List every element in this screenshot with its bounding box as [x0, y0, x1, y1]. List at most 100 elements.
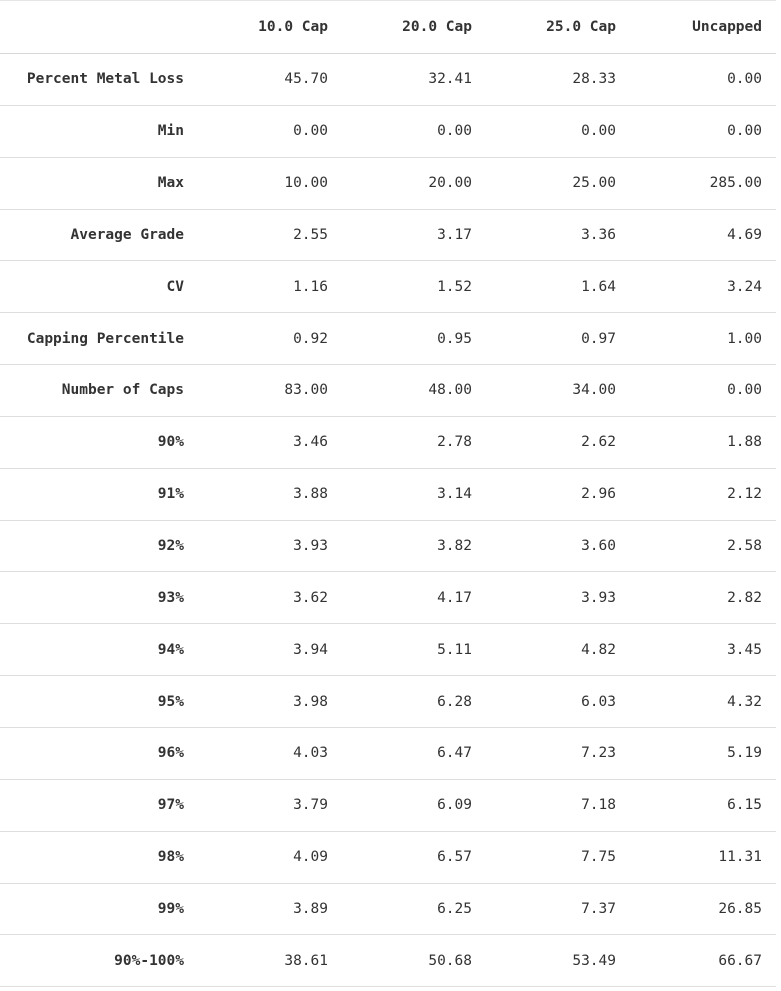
row-label: 96% [157, 745, 184, 762]
cell-25-cap: 7.23 [581, 745, 616, 762]
cell-10-cap: 4.03 [293, 745, 328, 762]
cell-20-cap: 3.82 [437, 538, 472, 555]
table-row: CV 1.16 1.52 1.64 3.24 [0, 261, 776, 313]
row-label: Max [157, 175, 184, 192]
table-row: 92% 3.93 3.82 3.60 2.58 [0, 520, 776, 572]
cell-25-cap: 3.60 [581, 538, 616, 555]
row-label: 93% [157, 589, 184, 606]
cell-20-cap: 5.11 [437, 641, 472, 658]
cell-uncapped: 26.85 [718, 900, 762, 917]
cell-10-cap: 0.92 [293, 330, 328, 347]
cell-uncapped: 1.00 [727, 330, 762, 347]
cell-20-cap: 6.25 [437, 900, 472, 917]
row-label: Capping Percentile [26, 330, 184, 347]
cell-20-cap: 20.00 [428, 175, 472, 192]
cell-25-cap: 4.82 [581, 641, 616, 658]
cell-25-cap: 7.75 [581, 849, 616, 866]
cell-uncapped: 5.19 [727, 745, 762, 762]
cell-10-cap: 4.09 [293, 849, 328, 866]
row-label: 95% [157, 693, 184, 710]
cell-10-cap: 3.79 [293, 797, 328, 814]
cell-uncapped: 1.88 [727, 434, 762, 451]
row-label: 90% [157, 434, 184, 451]
table-row: 96% 4.03 6.47 7.23 5.19 [0, 727, 776, 780]
table-row: Min 0.00 0.00 0.00 0.00 [0, 105, 776, 158]
cell-uncapped: 0.00 [727, 71, 762, 88]
column-header-uncapped: Uncapped [692, 19, 762, 35]
cell-10-cap: 3.94 [293, 641, 328, 658]
table-row: Average Grade 2.55 3.17 3.36 4.69 [0, 209, 776, 261]
cell-uncapped: 2.82 [727, 589, 762, 606]
corner-cell [0, 1, 194, 54]
cell-10-cap: 45.70 [284, 71, 328, 88]
row-label: Number of Caps [61, 382, 184, 399]
cell-uncapped: 0.00 [727, 382, 762, 399]
cell-10-cap: 3.46 [293, 434, 328, 451]
cell-10-cap: 0.00 [293, 123, 328, 140]
row-label: Percent Metal Loss [26, 71, 184, 88]
cell-10-cap: 83.00 [284, 382, 328, 399]
table-row: 97% 3.79 6.09 7.18 6.15 [0, 779, 776, 832]
table-row: 99% 3.89 6.25 7.37 26.85 [0, 883, 776, 935]
cell-uncapped: 285.00 [709, 175, 762, 192]
cell-25-cap: 1.64 [581, 278, 616, 295]
cell-20-cap: 2.78 [437, 434, 472, 451]
table-row: 98% 4.09 6.57 7.75 11.31 [0, 831, 776, 883]
cell-20-cap: 32.41 [428, 71, 472, 88]
row-label: 91% [157, 486, 184, 503]
cell-uncapped: 3.45 [727, 641, 762, 658]
cell-uncapped: 2.58 [727, 538, 762, 555]
cell-25-cap: 2.96 [581, 486, 616, 503]
cell-20-cap: 0.00 [437, 123, 472, 140]
cell-20-cap: 6.47 [437, 745, 472, 762]
cell-20-cap: 48.00 [428, 382, 472, 399]
cell-25-cap: 25.00 [572, 175, 616, 192]
table-row: Capping Percentile 0.92 0.95 0.97 1.00 [0, 313, 776, 365]
cell-10-cap: 3.93 [293, 538, 328, 555]
cell-uncapped: 4.69 [727, 226, 762, 243]
row-label: Min [157, 123, 184, 140]
cell-20-cap: 6.28 [437, 693, 472, 710]
cell-25-cap: 7.37 [581, 900, 616, 917]
cell-25-cap: 28.33 [572, 71, 616, 88]
column-header-25-cap: 25.0 Cap [546, 19, 616, 35]
row-label: 99% [157, 900, 184, 917]
cell-uncapped: 2.12 [727, 486, 762, 503]
cell-10-cap: 3.62 [293, 589, 328, 606]
table-row: 95% 3.98 6.28 6.03 4.32 [0, 676, 776, 728]
column-header-20-cap: 20.0 Cap [402, 19, 472, 35]
cell-25-cap: 0.00 [581, 123, 616, 140]
cell-25-cap: 3.93 [581, 589, 616, 606]
cell-10-cap: 3.88 [293, 486, 328, 503]
table-row: Max 10.00 20.00 25.00 285.00 [0, 157, 776, 210]
table-row: 93% 3.62 4.17 3.93 2.82 [0, 572, 776, 624]
cell-20-cap: 50.68 [428, 952, 472, 969]
table-row: 90%-100% 38.61 50.68 53.49 66.67 [0, 935, 776, 987]
cell-uncapped: 66.67 [718, 952, 762, 969]
table-row: Percent Metal Loss 45.70 32.41 28.33 0.00 [0, 54, 776, 106]
cell-10-cap: 38.61 [284, 952, 328, 969]
cell-20-cap: 1.52 [437, 278, 472, 295]
cell-25-cap: 3.36 [581, 226, 616, 243]
cell-uncapped: 3.24 [727, 278, 762, 295]
row-label: 97% [157, 797, 184, 814]
cell-20-cap: 3.14 [437, 486, 472, 503]
cell-20-cap: 3.17 [437, 226, 472, 243]
cell-10-cap: 3.98 [293, 693, 328, 710]
header-row: 10.0 Cap 20.0 Cap 25.0 Cap Uncapped [0, 0, 776, 54]
row-label: CV [166, 278, 184, 295]
table-row: Number of Caps 83.00 48.00 34.00 0.00 [0, 365, 776, 417]
row-label: 92% [157, 538, 184, 555]
row-label: Average Grade [70, 226, 185, 243]
cell-25-cap: 53.49 [572, 952, 616, 969]
row-label: 94% [157, 641, 184, 658]
cell-uncapped: 0.00 [727, 123, 762, 140]
cell-20-cap: 4.17 [437, 589, 472, 606]
table-body: Percent Metal Loss 45.70 32.41 28.33 0.00 Min… [0, 54, 776, 987]
cell-25-cap: 7.18 [581, 797, 616, 814]
cell-25-cap: 34.00 [572, 382, 616, 399]
cell-uncapped: 4.32 [727, 693, 762, 710]
cell-20-cap: 6.09 [437, 797, 472, 814]
